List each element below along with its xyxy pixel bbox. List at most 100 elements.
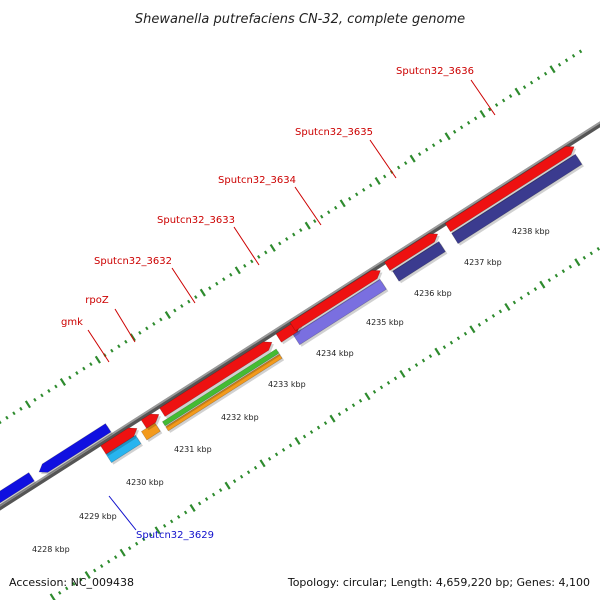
inner-tick-34 [194,295,198,299]
inner-tick-82 [529,80,534,85]
outer-tick-61 [477,322,482,327]
inner-tick-15 [59,378,66,386]
outer-tick-55 [434,347,441,356]
outer-tick-20 [189,504,196,512]
scale-label-4229: 4229 kbp [79,512,117,521]
outer-tick-22 [204,497,209,501]
scale-label-4236: 4236 kbp [414,289,452,298]
inner-tick-48 [292,232,296,237]
gene-label-sputcn32-3636[interactable]: Sputcn32_3636 [396,66,474,77]
gene-label-sputcn32-3634[interactable]: Sputcn32_3634 [218,175,296,186]
scale-label-4228: 4228 kbp [32,545,70,554]
inner-tick-72 [459,125,464,130]
outer-tick-25 [224,481,231,490]
inner-tick-68 [431,143,436,148]
inner-tick-67 [424,147,429,152]
outer-tick-51 [407,367,412,372]
outer-tick-ring [49,246,600,600]
leader-sputcn32-3629 [108,495,137,531]
outer-tick-19 [183,510,188,515]
outer-tick-47 [379,385,384,390]
inner-tick-89 [578,49,583,54]
inner-tick-86 [557,62,562,67]
inner-tick-36 [208,286,212,291]
outer-tick-0 [49,593,56,600]
outer-tick-38 [316,425,321,430]
outer-tick-23 [211,492,216,497]
inner-tick-13 [47,389,51,393]
outer-tick-58 [456,336,461,341]
inner-tick-52 [320,214,324,219]
outer-tick-30 [259,459,266,468]
outer-tick-31 [267,456,272,461]
inner-tick-87 [564,58,569,63]
scale-label-4233: 4233 kbp [268,380,306,389]
outer-tick-68 [526,291,531,296]
gene-label-sputcn32-3633[interactable]: Sputcn32_3633 [157,215,235,226]
inner-tick-61 [382,174,387,179]
inner-tick-35 [199,288,206,297]
gene-label-sputcn32-3632[interactable]: Sputcn32_3632 [94,256,172,267]
outer-tick-26 [232,479,237,484]
outer-tick-57 [449,340,454,345]
inner-tick-73 [466,120,471,125]
outer-tick-60 [469,325,476,334]
outer-tick-64 [498,309,503,314]
map-title: Shewanella putrefaciens CN-32, complete … [135,12,465,27]
feature-sputcn32-3635 [392,241,446,282]
outer-tick-21 [197,501,202,506]
scale-label-4238: 4238 kbp [512,227,550,236]
inner-tick-11 [33,397,37,402]
leader-sputcn32-3632 [171,267,196,304]
cds-forward-2 [140,413,160,429]
outer-tick-45 [364,392,371,401]
outer-tick-73 [561,269,566,274]
leader-rpoz [114,308,136,343]
outer-tick-14 [148,532,153,537]
gene-label-gmk[interactable]: gmk [61,317,83,328]
inner-tick-74 [473,116,478,121]
outer-tick-63 [491,313,496,318]
inner-tick-14 [54,384,58,389]
inner-tick-59 [368,183,373,188]
outer-tick-7 [99,564,104,568]
gene-label-sputcn32-3635[interactable]: Sputcn32_3635 [295,127,373,138]
leader-gmk [87,329,110,363]
feature-sputcn32-3632-orange [165,353,283,432]
inner-tick-42 [250,259,254,264]
inner-tick-22 [110,348,114,353]
scale-label-4235: 4235 kbp [366,318,404,327]
inner-tick-70 [444,132,451,141]
inner-tick-26 [138,330,142,335]
outer-tick-37 [309,430,314,434]
outer-tick-13 [141,537,146,542]
genome-backbone [0,121,600,511]
inner-tick-7 [5,415,9,420]
inner-tick-75 [479,109,486,118]
scale-label-4237: 4237 kbp [464,258,502,267]
inner-tick-24 [124,339,128,344]
outer-tick-5 [84,571,91,579]
cds-forward-1 [100,427,138,455]
outer-tick-74 [568,264,573,269]
inner-tick-44 [264,250,268,255]
inner-tick-17 [75,371,79,375]
inner-tick-19 [89,362,93,367]
feature-gmk [105,434,142,464]
outer-tick-53 [421,358,426,363]
gene-label-rpoz[interactable]: rpoZ [85,295,109,306]
inner-tick-32 [180,304,184,308]
inner-tick-58 [361,187,366,192]
scale-label-4232: 4232 kbp [221,413,259,422]
inner-tick-45 [269,244,276,252]
outer-tick-65 [504,302,511,311]
inner-tick-30 [164,311,171,319]
gene-label-sputcn32-3629[interactable]: Sputcn32_3629 [136,530,214,541]
inner-tick-25 [129,333,136,342]
inner-tick-88 [571,53,576,58]
outer-tick-43 [351,403,356,408]
inner-tick-29 [159,317,163,322]
cds-forward-6 [383,233,439,271]
inner-tick-83 [536,76,541,81]
